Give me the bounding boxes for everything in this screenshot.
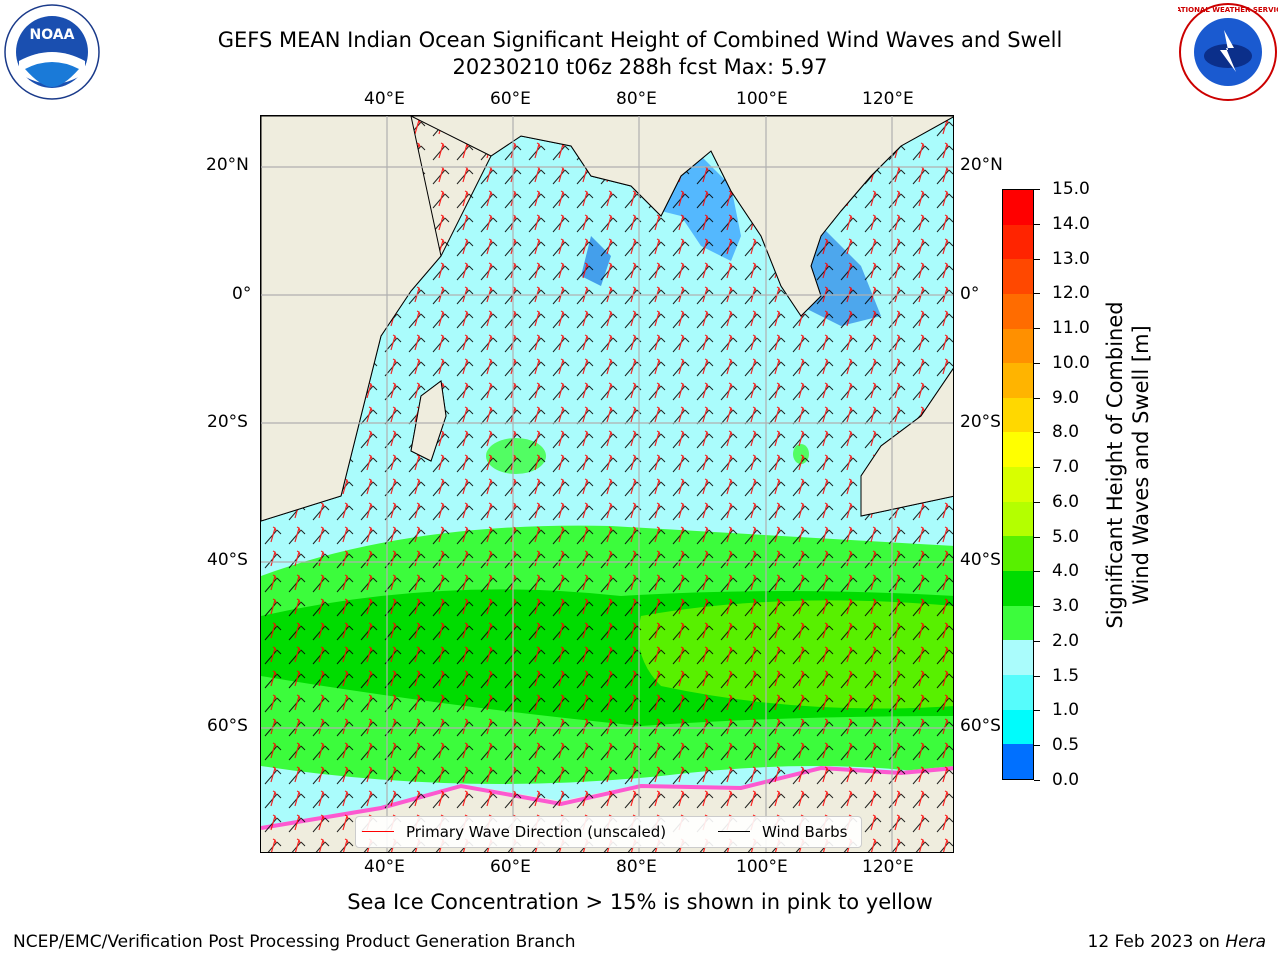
colorbar-segment [1003, 744, 1033, 779]
footer-date: 12 Feb 2023 on Hera [1088, 932, 1266, 952]
colorbar-segment [1003, 293, 1033, 329]
colorbar-tick-label: 4.0 [1052, 561, 1080, 582]
colorbar-tick-mark [1034, 710, 1040, 712]
colorbar-tick-label: 1.5 [1052, 665, 1080, 686]
lat-label-left-20n: 20°N [206, 155, 249, 175]
noaa-logo: NOAA [3, 3, 101, 101]
colorbar-tick-label: 7.0 [1052, 457, 1080, 478]
lon-label-top-80: 80°E [616, 89, 657, 109]
colorbar-segment [1003, 571, 1033, 606]
colorbar-segment [1003, 190, 1033, 225]
colorbar-segment [1003, 674, 1033, 710]
colorbar-tick-label: 15.0 [1052, 179, 1090, 199]
colorbar-tick-label: 6.0 [1052, 491, 1080, 512]
colorbar-tick-mark [1034, 536, 1040, 538]
colorbar-tick-label: 8.0 [1052, 422, 1080, 443]
colorbar-segment [1003, 640, 1033, 675]
colorbar-tick-mark [1034, 571, 1040, 573]
lat-label-right-20n: 20°N [960, 155, 1003, 175]
colorbar-title-line2: Wind Waves and Swell [m] [1129, 325, 1153, 605]
map-legend: Primary Wave Direction (unscaled) Wind B… [355, 816, 862, 848]
colorbar-tick-label: 13.0 [1052, 248, 1090, 269]
lon-label-bottom-60: 60°E [490, 857, 531, 877]
africa-land [261, 116, 442, 522]
wind-barb-label: Wind Barbs [762, 823, 848, 841]
lat-label-right-60s: 60°S [960, 716, 1001, 736]
nws-logo-text: NATIONAL WEATHER SERVICE [1178, 6, 1278, 14]
colorbar-tick-label: 0.0 [1052, 770, 1080, 790]
colorbar-tick-label: 3.0 [1052, 596, 1080, 617]
colorbar-segment [1003, 432, 1033, 468]
colorbar-tick-label: 9.0 [1052, 387, 1080, 408]
colorbar-tick-mark [1034, 467, 1040, 469]
colorbar-tick-label: 12.0 [1052, 283, 1090, 304]
colorbar-tick-mark [1034, 362, 1040, 364]
colorbar-tick-mark [1034, 432, 1040, 434]
colorbar-segment [1003, 224, 1033, 260]
footer-host: Hera [1225, 932, 1266, 952]
lon-label-bottom-40: 40°E [364, 857, 405, 877]
colorbar-segment [1003, 467, 1033, 502]
lon-label-bottom-120: 120°E [862, 857, 914, 877]
gridlines [261, 116, 953, 852]
wind-barb-swatch [718, 831, 750, 832]
lat-label-left-0: 0° [232, 284, 252, 304]
colorbar-tick-mark [1034, 258, 1040, 260]
madagascar-land [410, 380, 447, 462]
colorbar-segment [1003, 328, 1033, 364]
wave-direction-label: Primary Wave Direction (unscaled) [406, 823, 667, 841]
colorbar-tick-mark [1034, 293, 1040, 295]
lat-label-right-0: 0° [960, 284, 980, 304]
colorbar-title-line1: Significant Height of Combined [1103, 301, 1127, 629]
lat-label-left-40s: 40°S [207, 550, 248, 570]
lon-label-bottom-100: 100°E [736, 857, 788, 877]
colorbar-segment [1003, 709, 1033, 745]
colorbar-tick-mark [1034, 606, 1040, 608]
nws-logo: NATIONAL WEATHER SERVICE [1170, 2, 1280, 102]
colorbar-tick-mark [1034, 501, 1040, 503]
lat-label-right-40s: 40°S [960, 550, 1001, 570]
colorbar-tick-label: 5.0 [1052, 526, 1080, 547]
colorbar-tick-label: 10.0 [1052, 352, 1090, 373]
colorbar-tick-mark [1034, 397, 1040, 399]
lat-label-right-20s: 20°S [960, 412, 1001, 432]
chart-subtitle: 20230210 t06z 288h fcst Max: 5.97 [452, 55, 828, 79]
lon-label-top-120: 120°E [862, 89, 914, 109]
colorbar-tick-mark [1034, 640, 1040, 642]
colorbar-segment [1003, 259, 1033, 294]
lon-label-bottom-80: 80°E [616, 857, 657, 877]
lat-label-left-20s: 20°S [207, 412, 248, 432]
asia-land [410, 116, 953, 317]
colorbar-tick-mark [1034, 745, 1040, 747]
lat-label-left-60s: 60°S [207, 716, 248, 736]
noaa-logo-text: NOAA [30, 27, 75, 43]
map-panel [260, 115, 954, 853]
colorbar-segment [1003, 363, 1033, 398]
lon-label-top-100: 100°E [736, 89, 788, 109]
chart-title: GEFS MEAN Indian Ocean Significant Heigh… [217, 28, 1063, 52]
colorbar-segment [1003, 605, 1033, 641]
colorbar-tick-mark [1034, 189, 1040, 190]
colorbar-segment [1003, 536, 1033, 572]
wave-direction-swatch [362, 831, 394, 832]
colorbar-tick-mark [1034, 675, 1040, 677]
colorbar-tick-label: 1.0 [1052, 700, 1080, 721]
colorbar-tick-label: 2.0 [1052, 630, 1080, 651]
lon-label-top-40: 40°E [364, 89, 405, 109]
footer-branch: NCEP/EMC/Verification Post Processing Pr… [13, 932, 576, 952]
colorbar-tick-label: 0.5 [1052, 735, 1080, 756]
footer-date-text: 12 Feb 2023 on [1087, 932, 1226, 952]
map-svg [261, 116, 953, 852]
colorbar-segment [1003, 501, 1033, 537]
colorbar-tick-mark [1034, 328, 1040, 330]
colorbar-tick-label: 11.0 [1052, 318, 1090, 339]
colorbar-tick-mark [1034, 780, 1040, 781]
colorbar-tick-label: 14.0 [1052, 213, 1090, 234]
colorbar-segment [1003, 397, 1033, 433]
colorbar [1002, 189, 1034, 780]
colorbar-tick-mark [1034, 223, 1040, 225]
australia-land [860, 368, 953, 517]
sea-ice-caption: Sea Ice Concentration > 15% is shown in … [347, 890, 933, 914]
lon-label-top-60: 60°E [490, 89, 531, 109]
